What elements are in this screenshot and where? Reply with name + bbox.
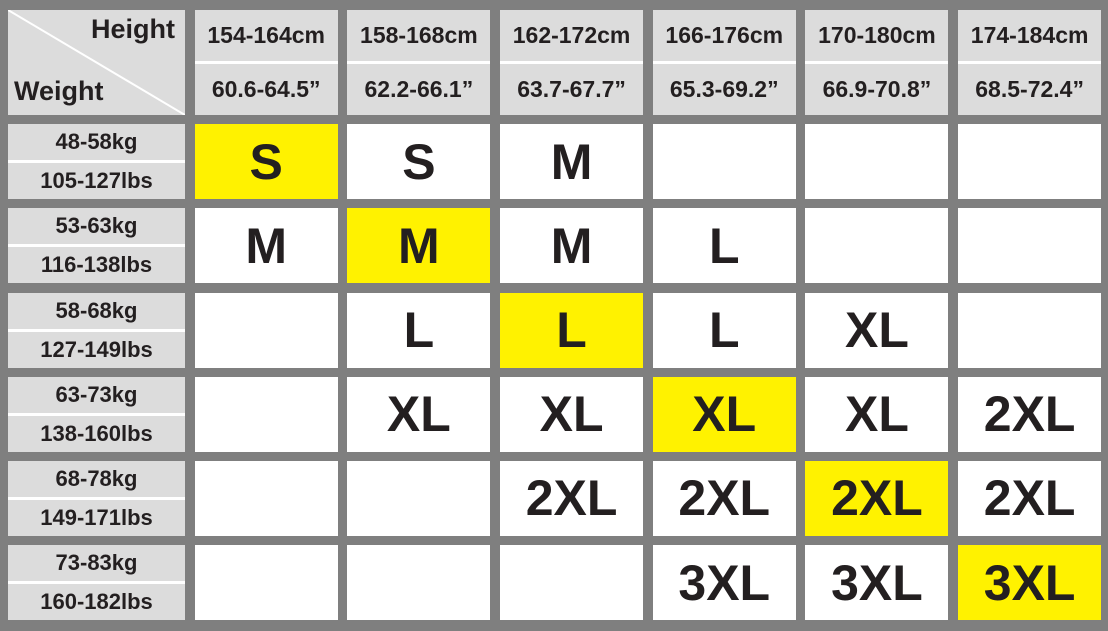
height-column-header: 166-176cm 65.3-69.2”	[652, 10, 796, 115]
size-cell	[958, 208, 1102, 284]
weight-row-header: 53-63kg 116-138lbs	[8, 208, 185, 284]
diagonal-divider	[8, 10, 185, 115]
height-cm: 162-172cm	[500, 10, 644, 64]
height-cm: 166-176cm	[652, 10, 796, 64]
size-cell: S	[347, 124, 491, 200]
size-cell	[347, 545, 491, 621]
size-cell-recommended: S	[194, 124, 338, 200]
size-cell-recommended: M	[347, 208, 491, 284]
size-cell: 2XL	[958, 376, 1102, 452]
height-column-header: 170-180cm 66.9-70.8”	[805, 10, 949, 115]
size-cell-recommended: 2XL	[805, 460, 949, 536]
height-cm: 154-164cm	[194, 10, 338, 64]
weight-row-header: 58-68kg 127-149lbs	[8, 292, 185, 368]
size-cell	[958, 292, 1102, 368]
height-column-header: 174-184cm 68.5-72.4”	[958, 10, 1102, 115]
size-cell	[347, 460, 491, 536]
size-cell	[500, 545, 644, 621]
weight-lbs: 160-182lbs	[40, 589, 153, 615]
height-column-header: 154-164cm 60.6-64.5”	[194, 10, 338, 115]
weight-row-header: 68-78kg 149-171lbs	[8, 460, 185, 536]
size-cell-recommended: 3XL	[958, 545, 1102, 621]
size-cell	[958, 124, 1102, 200]
height-inches: 68.5-72.4”	[975, 76, 1084, 102]
size-cell	[194, 292, 338, 368]
size-cell	[805, 208, 949, 284]
weight-row-header: 73-83kg 160-182lbs	[8, 545, 185, 621]
height-inches: 62.2-66.1”	[364, 76, 474, 102]
height-label: Height	[91, 14, 175, 44]
size-cell: XL	[805, 376, 949, 452]
weight-kg: 63-73kg	[8, 377, 185, 416]
size-cell	[805, 124, 949, 200]
weight-kg: 53-63kg	[8, 208, 185, 248]
height-cm: 158-168cm	[347, 10, 491, 64]
height-column-header: 162-172cm 63.7-67.7”	[500, 10, 644, 115]
size-cell: L	[652, 292, 796, 368]
weight-label: Weight	[14, 76, 104, 106]
weight-lbs: 127-149lbs	[40, 336, 153, 362]
size-cell: M	[500, 208, 644, 284]
weight-kg: 73-83kg	[8, 545, 185, 585]
weight-kg: 58-68kg	[8, 293, 185, 332]
size-cell: XL	[347, 376, 491, 452]
size-cell: 3XL	[805, 545, 949, 621]
weight-lbs: 116-138lbs	[40, 252, 153, 278]
height-inches: 60.6-64.5”	[211, 76, 321, 102]
size-cell: M	[500, 124, 644, 200]
corner-header-cell: Height Weight	[8, 10, 185, 115]
size-chart-table: Height Weight 154-164cm 60.6-64.5” 158-168…	[8, 10, 1102, 621]
size-cell	[652, 124, 796, 200]
size-cell-recommended: L	[500, 292, 644, 368]
size-cell: 3XL	[652, 545, 796, 621]
weight-lbs: 138-160lbs	[40, 420, 153, 446]
size-cell: 2XL	[958, 460, 1102, 536]
size-cell-recommended: XL	[652, 376, 796, 452]
size-cell: 2XL	[500, 460, 644, 536]
size-cell: 2XL	[652, 460, 796, 536]
height-inches: 65.3-69.2”	[669, 76, 779, 102]
size-cell: L	[347, 292, 491, 368]
height-inches: 63.7-67.7”	[517, 76, 626, 102]
weight-row-header: 48-58kg 105-127lbs	[8, 124, 185, 200]
height-cm: 170-180cm	[805, 10, 949, 64]
size-cell	[194, 376, 338, 452]
weight-kg: 68-78kg	[8, 461, 185, 500]
height-inches: 66.9-70.8”	[822, 76, 932, 102]
weight-lbs: 149-171lbs	[40, 504, 153, 530]
weight-kg: 48-58kg	[8, 124, 185, 164]
size-cell: XL	[500, 376, 644, 452]
weight-lbs: 105-127lbs	[40, 168, 153, 194]
size-cell: M	[194, 208, 338, 284]
height-column-header: 158-168cm 62.2-66.1”	[347, 10, 491, 115]
weight-row-header: 63-73kg 138-160lbs	[8, 376, 185, 452]
size-cell: L	[652, 208, 796, 284]
size-cell	[194, 460, 338, 536]
size-cell	[194, 545, 338, 621]
height-cm: 174-184cm	[958, 10, 1102, 64]
size-cell: XL	[805, 292, 949, 368]
